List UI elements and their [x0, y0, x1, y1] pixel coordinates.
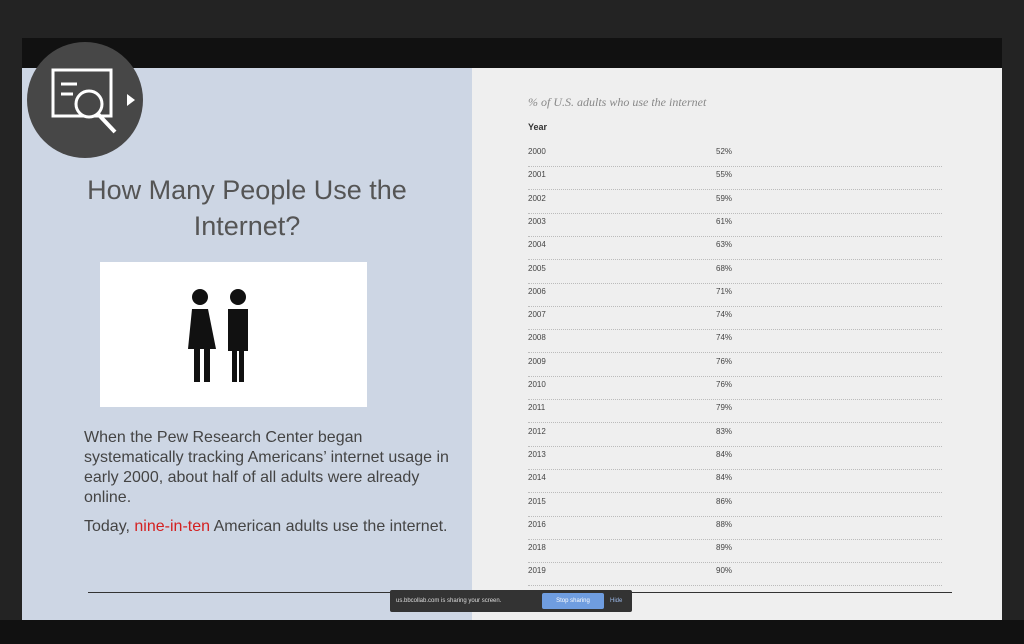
- year-cell: 2007: [528, 310, 546, 320]
- year-cell: 2013: [528, 449, 546, 459]
- paragraph: When the Pew Research Center began syste…: [84, 429, 449, 506]
- year-cell: 2011: [528, 403, 546, 413]
- slide-icon[interactable]: [27, 42, 143, 158]
- table-row: 2001 55%: [528, 166, 942, 191]
- text: American adults use the internet.: [210, 518, 448, 535]
- year-cell: 2014: [528, 473, 546, 483]
- year-cell: 2001: [528, 170, 546, 180]
- slide-title: How Many People Use the Internet?: [87, 175, 407, 241]
- year-cell: 2019: [528, 566, 546, 576]
- highlight: nine-in-ten: [134, 518, 211, 535]
- slide-right: [472, 68, 1002, 620]
- table-row: 2007 74%: [528, 306, 942, 331]
- table-row: 2006 71%: [528, 283, 942, 307]
- table-row: 2010 76%: [528, 376, 942, 400]
- table-row: 2000 52%: [528, 143, 942, 167]
- year-cell: 2012: [528, 426, 546, 436]
- percent-cell: 74%: [716, 310, 733, 320]
- year-cell: 2005: [528, 263, 546, 273]
- share-message: us.bbcollab.com is sharing your screen.: [396, 598, 502, 604]
- year-cell: 2010: [528, 380, 546, 389]
- percent-cell: 90%: [716, 566, 733, 576]
- hide-button[interactable]: Hide: [610, 598, 623, 604]
- table-row: 2015 86%: [528, 493, 942, 517]
- table-row: 2009 76%: [528, 353, 942, 377]
- percent-cell: 88%: [716, 519, 733, 529]
- table-row: 2004 63%: [528, 236, 942, 261]
- table-row: 2014 84%: [528, 469, 942, 494]
- year-cell: 2004: [528, 240, 546, 250]
- percent-cell: 61%: [716, 216, 733, 226]
- percent-cell: 71%: [716, 286, 733, 296]
- table-row: 2013 84%: [528, 446, 942, 470]
- percent-cell: 79%: [716, 403, 733, 413]
- year-cell: 2006: [528, 286, 546, 296]
- table-row: 2002 59%: [528, 190, 942, 214]
- year-cell: 2003: [528, 216, 546, 226]
- percent-cell: 63%: [716, 240, 733, 250]
- percent-cell: 76%: [716, 380, 733, 389]
- percent-cell: 86%: [716, 496, 733, 506]
- percent-cell: 83%: [716, 426, 733, 436]
- people-image: [100, 262, 367, 407]
- table-row: 2012 83%: [528, 423, 942, 447]
- year-cell: 2008: [528, 333, 546, 343]
- table-row: 2011 79%: [528, 399, 942, 424]
- year-cell: 2015: [528, 496, 546, 506]
- table-header: Year: [528, 122, 548, 132]
- percent-cell: 84%: [716, 473, 733, 483]
- year-cell: 2018: [528, 543, 546, 553]
- share-bar: us.bbcollab.com is sharing your screen. …: [390, 590, 632, 612]
- percent-cell: 68%: [716, 263, 733, 273]
- year-cell: 2009: [528, 356, 546, 366]
- bottom-band: [0, 620, 1024, 644]
- percent-cell: 76%: [716, 356, 733, 366]
- table-row: 2008 74%: [528, 329, 942, 354]
- people-graphic: [188, 289, 248, 382]
- text: Today,: [84, 518, 135, 535]
- table-row: 2018 89%: [528, 539, 942, 564]
- paragraph: Today, nine-in-ten American adults use t…: [84, 517, 454, 537]
- year-cell: 2000: [528, 147, 546, 156]
- table-row: 2019 90%: [528, 562, 942, 587]
- year-cell: 2002: [528, 193, 546, 203]
- percent-cell: 74%: [716, 333, 733, 343]
- table-row: 2003 61%: [528, 213, 942, 237]
- icon-graphic: [51, 68, 135, 134]
- percent-cell: 89%: [716, 543, 733, 553]
- percent-cell: 84%: [716, 449, 733, 459]
- stop-sharing-button[interactable]: Stop sharing: [542, 593, 604, 609]
- top-band: [22, 38, 1002, 68]
- year-cell: 2016: [528, 519, 546, 529]
- table-row: 2016 88%: [528, 516, 942, 540]
- table-caption: % of U.S. adults who use the internet: [528, 95, 707, 109]
- percent-cell: 55%: [716, 170, 733, 180]
- percent-cell: 52%: [716, 147, 733, 156]
- percent-cell: 59%: [716, 193, 733, 203]
- table-row: 2005 68%: [528, 260, 942, 284]
